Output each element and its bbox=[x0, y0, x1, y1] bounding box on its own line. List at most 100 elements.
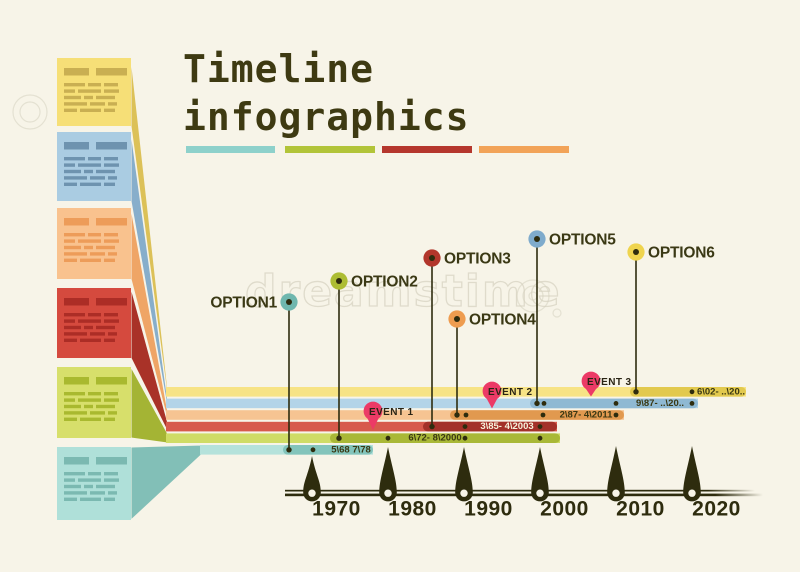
box-blue-textbar bbox=[96, 169, 115, 174]
year-label: 1990 bbox=[464, 498, 513, 521]
box-yellow-textbar bbox=[64, 89, 75, 93]
box-yellow-header-bar bbox=[64, 68, 89, 76]
box-red-textbar bbox=[64, 319, 75, 323]
box-olive-textbar bbox=[64, 404, 81, 409]
box-olive-textbar bbox=[64, 398, 75, 402]
option-1-marker-dot bbox=[286, 299, 292, 305]
option-5-marker-dot bbox=[534, 236, 540, 242]
box-blue-textbar bbox=[108, 176, 117, 180]
page-title-line1: Timeline bbox=[183, 47, 374, 91]
year-label: 2000 bbox=[540, 498, 589, 521]
box-olive-textbar bbox=[84, 404, 93, 409]
box-orange-textbar bbox=[64, 245, 81, 250]
box-orange-textbar bbox=[64, 258, 77, 262]
event-2-pin bbox=[482, 381, 502, 401]
left-stack-flaps bbox=[130, 57, 202, 522]
box-olive-textbar bbox=[64, 417, 77, 421]
box-yellow-textbar bbox=[104, 108, 115, 112]
ribbon-orange-date-label: 2\87- 4\2011 bbox=[560, 410, 614, 421]
ribbon-dot bbox=[540, 412, 546, 418]
ribbon-red-capsule bbox=[423, 421, 557, 432]
axis-line bbox=[285, 489, 755, 492]
timeline-tick bbox=[531, 447, 549, 502]
ribbon-yellow bbox=[166, 387, 746, 397]
box-red-textbar bbox=[80, 338, 101, 342]
timeline-tick bbox=[303, 456, 321, 502]
box-yellow-textbar bbox=[96, 95, 115, 100]
box-red-textbar bbox=[104, 313, 118, 317]
year-label: 2020 bbox=[692, 498, 741, 521]
box-red-header-bar bbox=[64, 298, 89, 306]
box-yellow-textbar bbox=[64, 108, 77, 112]
option-3-anchor-dot bbox=[429, 423, 435, 430]
timeline-tick-hole bbox=[688, 489, 696, 497]
box-red-textbar bbox=[64, 313, 85, 317]
option-5-anchor-dot bbox=[534, 400, 540, 407]
box-yellow-textbar bbox=[104, 83, 118, 87]
event-1-pin bbox=[363, 401, 383, 421]
ribbon-dot bbox=[385, 435, 391, 441]
box-teal-textbar bbox=[88, 472, 101, 476]
ribbon-teal-date-label: 5\68 7\78 bbox=[331, 444, 371, 455]
ribbon-orange bbox=[166, 410, 624, 420]
ribbon-yellow-capsule bbox=[630, 387, 746, 397]
box-blue-textbar bbox=[88, 157, 101, 161]
box-blue-textbar bbox=[80, 182, 101, 186]
box-red-header-bar bbox=[96, 298, 127, 306]
box-orange-header-bar bbox=[64, 218, 89, 226]
box-yellow-textbar bbox=[64, 95, 81, 100]
ribbon-dot bbox=[613, 401, 619, 406]
ribbon-dot bbox=[537, 424, 543, 429]
page-title-line2: infographics bbox=[183, 95, 470, 139]
box-teal-textbar bbox=[64, 497, 77, 501]
box-orange-textbar bbox=[88, 233, 101, 237]
box-blue-textbar bbox=[104, 163, 119, 167]
timeline-tick-hole bbox=[308, 489, 316, 497]
box-olive-textbar bbox=[78, 398, 101, 402]
option-3-marker-dot bbox=[429, 255, 435, 261]
box-teal-header-bar bbox=[64, 457, 89, 465]
box-yellow-header-bar bbox=[96, 68, 127, 76]
box-blue-textbar bbox=[104, 182, 115, 186]
box-blue-header-bar bbox=[96, 142, 127, 150]
box-teal-header-bar bbox=[96, 457, 127, 465]
year-label: 1970 bbox=[312, 498, 361, 521]
option-6-anchor-dot bbox=[633, 389, 639, 395]
box-red-textbar bbox=[96, 325, 115, 330]
box-yellow-textbar bbox=[88, 83, 101, 87]
option-3-label: OPTION3 bbox=[444, 250, 511, 267]
box-teal-textbar bbox=[104, 478, 119, 482]
box-yellow-textbar bbox=[84, 95, 93, 100]
box-orange-textbar bbox=[64, 233, 85, 237]
box-orange-textbar bbox=[90, 252, 105, 256]
option-1-anchor-dot bbox=[286, 447, 292, 453]
box-teal-textbar bbox=[78, 478, 101, 482]
box-blue-textbar bbox=[64, 157, 85, 161]
option-2-label: OPTION2 bbox=[351, 273, 418, 290]
box-blue-textbar bbox=[64, 169, 81, 174]
box-olive-textbar bbox=[88, 392, 101, 396]
box-olive-header-bar bbox=[64, 377, 89, 385]
box-olive-textbar bbox=[64, 392, 85, 396]
timeline-tick bbox=[607, 446, 625, 502]
legend-bar bbox=[186, 146, 275, 153]
legend-bar bbox=[285, 146, 375, 153]
legend-bars bbox=[186, 146, 569, 153]
box-teal-textbar bbox=[104, 497, 115, 501]
event-3-pin bbox=[581, 371, 601, 391]
timeline-axis: 1970 1980 1990 2000 2010 2020 bbox=[285, 446, 763, 521]
box-teal-textbar bbox=[80, 497, 101, 501]
box-red-textbar bbox=[104, 319, 119, 323]
box-olive-header-bar bbox=[96, 377, 127, 385]
event-3-label: EVENT 3 bbox=[587, 377, 632, 388]
box-teal-textbar bbox=[64, 491, 87, 495]
box-orange-textbar bbox=[96, 245, 115, 250]
option-2-anchor-dot bbox=[336, 435, 342, 441]
event-2-pin-tail bbox=[486, 397, 498, 409]
box-orange-textbar bbox=[84, 245, 93, 250]
events: EVENT 1 EVENT 2 EVENT 3 bbox=[363, 371, 632, 430]
box-blue-textbar bbox=[104, 157, 118, 161]
box-orange-textbar bbox=[80, 258, 101, 262]
watermark-text: dreamstime bbox=[245, 266, 562, 317]
